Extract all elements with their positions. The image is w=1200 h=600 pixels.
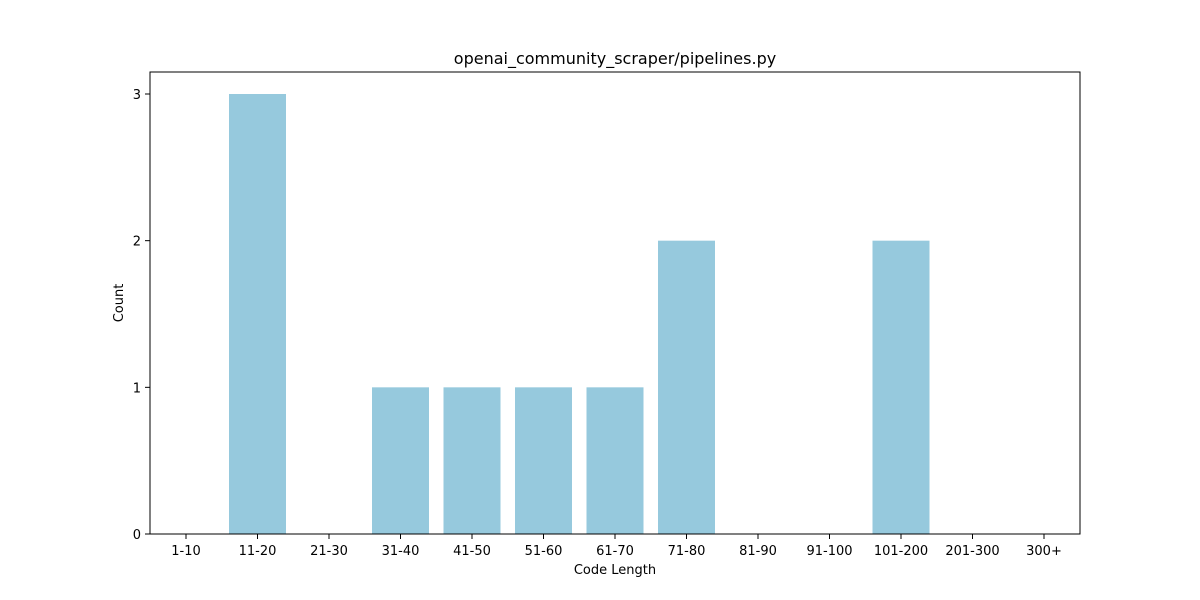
bar-41-50 <box>443 387 501 534</box>
x-tick-label: 71-80 <box>668 544 706 559</box>
bar-31-40 <box>372 387 429 534</box>
x-tick-label: 61-70 <box>596 544 634 559</box>
x-tick-label: 11-20 <box>239 544 277 559</box>
x-axis-label: Code Length <box>574 563 656 578</box>
chart-title: openai_community_scraper/pipelines.py <box>454 49 776 69</box>
y-axis-ticks: 0 1 2 3 <box>133 88 150 543</box>
bar-101-200 <box>872 240 930 534</box>
y-axis-label: Count <box>112 284 127 323</box>
bar-51-60 <box>515 387 572 534</box>
x-tick-label: 51-60 <box>525 544 563 559</box>
bar-11-20 <box>229 94 286 534</box>
bar-71-80 <box>658 240 715 534</box>
x-tick-label: 41-50 <box>453 544 491 559</box>
x-tick-label: 201-300 <box>945 544 999 559</box>
x-tick-label: 91-100 <box>806 544 852 559</box>
x-tick-label: 81-90 <box>739 544 777 559</box>
x-tick-label: 31-40 <box>382 544 420 559</box>
x-axis-ticks: 1-10 11-20 21-30 31-40 41-50 51-60 61-70 71-80 8… <box>171 534 1062 559</box>
y-tick-label: 1 <box>133 381 141 396</box>
bar-61-70 <box>586 387 644 534</box>
x-tick-label: 1-10 <box>171 544 201 559</box>
y-tick-label: 0 <box>133 528 141 543</box>
x-tick-label: 21-30 <box>310 544 348 559</box>
bars-layer <box>229 94 930 534</box>
x-tick-label: 101-200 <box>874 544 928 559</box>
y-tick-label: 2 <box>133 235 141 250</box>
x-tick-label: 300+ <box>1026 544 1062 559</box>
y-tick-label: 3 <box>133 88 141 103</box>
